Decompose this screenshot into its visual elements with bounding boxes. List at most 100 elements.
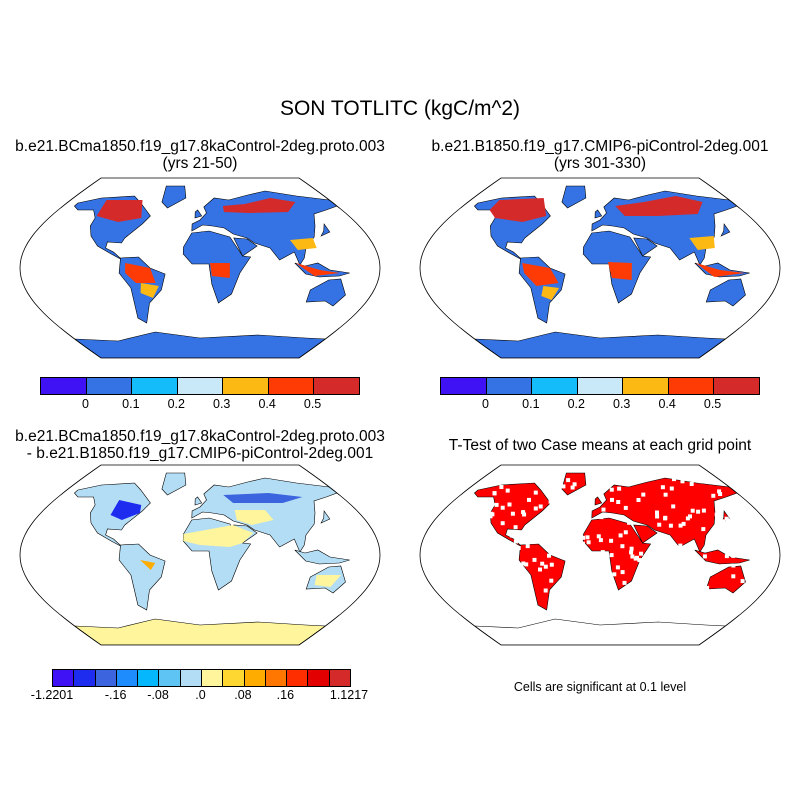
nonsignificant-cell <box>492 491 497 496</box>
nonsignificant-cell <box>499 538 504 543</box>
nonsignificant-cell <box>578 515 583 520</box>
nonsignificant-cell <box>634 593 638 598</box>
nonsignificant-cell <box>749 527 754 532</box>
nonsignificant-cell <box>685 516 690 521</box>
nonsignificant-cell <box>533 490 538 495</box>
nonsignificant-cell <box>586 540 591 545</box>
nonsignificant-cell <box>599 515 604 520</box>
nonsignificant-cell <box>533 506 538 511</box>
nonsignificant-cell <box>447 560 452 565</box>
nonsignificant-cell <box>540 561 545 566</box>
nonsignificant-cell <box>477 600 482 605</box>
nonsignificant-cell <box>472 566 477 570</box>
nonsignificant-cell <box>466 581 470 586</box>
case2-name: b.e21.B1850.f19_g17.CMIP6-piControl-2deg… <box>431 138 769 155</box>
landmass-uk <box>594 209 603 219</box>
nonsignificant-cell <box>439 576 444 581</box>
nonsignificant-cell <box>668 523 673 528</box>
nonsignificant-cell <box>521 510 526 515</box>
colorbar-label: -.08 <box>147 688 169 702</box>
colorbar-label: 0.1 <box>122 397 140 411</box>
nonsignificant-cell <box>473 577 478 582</box>
nonsignificant-cell <box>756 535 761 540</box>
colorbar-box <box>223 378 269 394</box>
nonsignificant-cell <box>585 597 590 602</box>
nonsignificant-cell <box>714 512 719 517</box>
nonsignificant-cell <box>452 562 457 566</box>
colorbar-box <box>159 670 181 686</box>
nonsignificant-cell <box>587 493 591 498</box>
nonsignificant-cell <box>633 556 638 561</box>
nonsignificant-cell <box>567 503 572 508</box>
colorbar-label: 0.2 <box>567 397 585 411</box>
nonsignificant-cell <box>595 576 599 581</box>
nonsignificant-cell <box>629 590 634 595</box>
nonsignificant-cell <box>510 511 515 516</box>
nonsignificant-cell <box>521 561 526 566</box>
value-region <box>110 500 142 520</box>
value-region <box>295 263 340 276</box>
landmass-japan <box>720 223 731 237</box>
value-region <box>140 283 159 298</box>
colorbar-label: 0.1 <box>522 397 540 411</box>
nonsignificant-cell <box>588 588 593 593</box>
nonsignificant-cell <box>640 576 645 581</box>
nonsignificant-cell <box>646 599 651 604</box>
nonsignificant-cell <box>600 550 605 555</box>
colorbar-box <box>180 670 202 686</box>
nonsignificant-cell <box>547 553 551 558</box>
nonsignificant-cell <box>597 597 602 602</box>
nonsignificant-cell <box>724 516 729 521</box>
panel-title-difference: b.e21.BCma1850.f19_g17.8kaControl-2deg.p… <box>0 428 400 462</box>
nonsignificant-cell <box>583 496 588 501</box>
landmass-greenland <box>161 185 187 209</box>
nonsignificant-cell <box>430 549 435 554</box>
colorbar-label: -1.2201 <box>30 688 74 702</box>
nonsignificant-cell <box>538 567 542 572</box>
nonsignificant-cell <box>509 570 514 574</box>
nonsignificant-cell <box>549 578 554 583</box>
colorbar-label: 0.4 <box>658 397 676 411</box>
nonsignificant-cell <box>639 551 644 556</box>
nonsignificant-cell <box>569 579 573 584</box>
nonsignificant-cell <box>567 541 572 546</box>
value-region <box>615 196 703 216</box>
nonsignificant-cell <box>585 535 590 540</box>
value-region <box>183 525 254 547</box>
nonsignificant-cell <box>582 578 587 583</box>
nonsignificant-cell <box>548 607 552 612</box>
nonsignificant-cell <box>470 509 475 514</box>
value-region <box>125 263 156 283</box>
nonsignificant-cell <box>552 515 557 519</box>
nonsignificant-cell <box>689 482 694 486</box>
nonsignificant-cell <box>481 579 486 584</box>
nonsignificant-cell <box>442 557 446 562</box>
colorbar-box <box>668 378 715 394</box>
landmass-arabia <box>633 524 658 544</box>
colorbar-label: .0 <box>195 688 206 702</box>
nonsignificant-cell <box>731 563 736 568</box>
nonsignificant-cell <box>498 608 502 613</box>
nonsignificant-cell <box>581 535 586 540</box>
nonsignificant-cell <box>432 561 437 566</box>
colorbar-box <box>714 378 760 394</box>
nonsignificant-cell <box>615 606 620 611</box>
nonsignificant-cell <box>681 521 686 526</box>
nonsignificant-cell <box>469 588 474 592</box>
nonsignificant-cell <box>554 485 559 490</box>
nonsignificant-cell <box>553 481 558 486</box>
nonsignificant-cell <box>500 505 505 510</box>
nonsignificant-cell <box>633 601 638 606</box>
nonsignificant-cell <box>622 580 627 585</box>
colorbar-label: 1.1217 <box>329 688 369 702</box>
nonsignificant-cell <box>570 595 575 600</box>
nonsignificant-cell <box>469 590 474 595</box>
landmass-samerica <box>518 543 566 611</box>
nonsignificant-cell <box>572 482 577 487</box>
map-case2 <box>419 177 781 359</box>
nonsignificant-cell <box>556 475 560 480</box>
nonsignificant-cell <box>599 578 604 583</box>
nonsignificant-cell <box>657 608 662 612</box>
nonsignificant-cell <box>563 576 568 581</box>
landmass-indonesia <box>294 549 350 565</box>
